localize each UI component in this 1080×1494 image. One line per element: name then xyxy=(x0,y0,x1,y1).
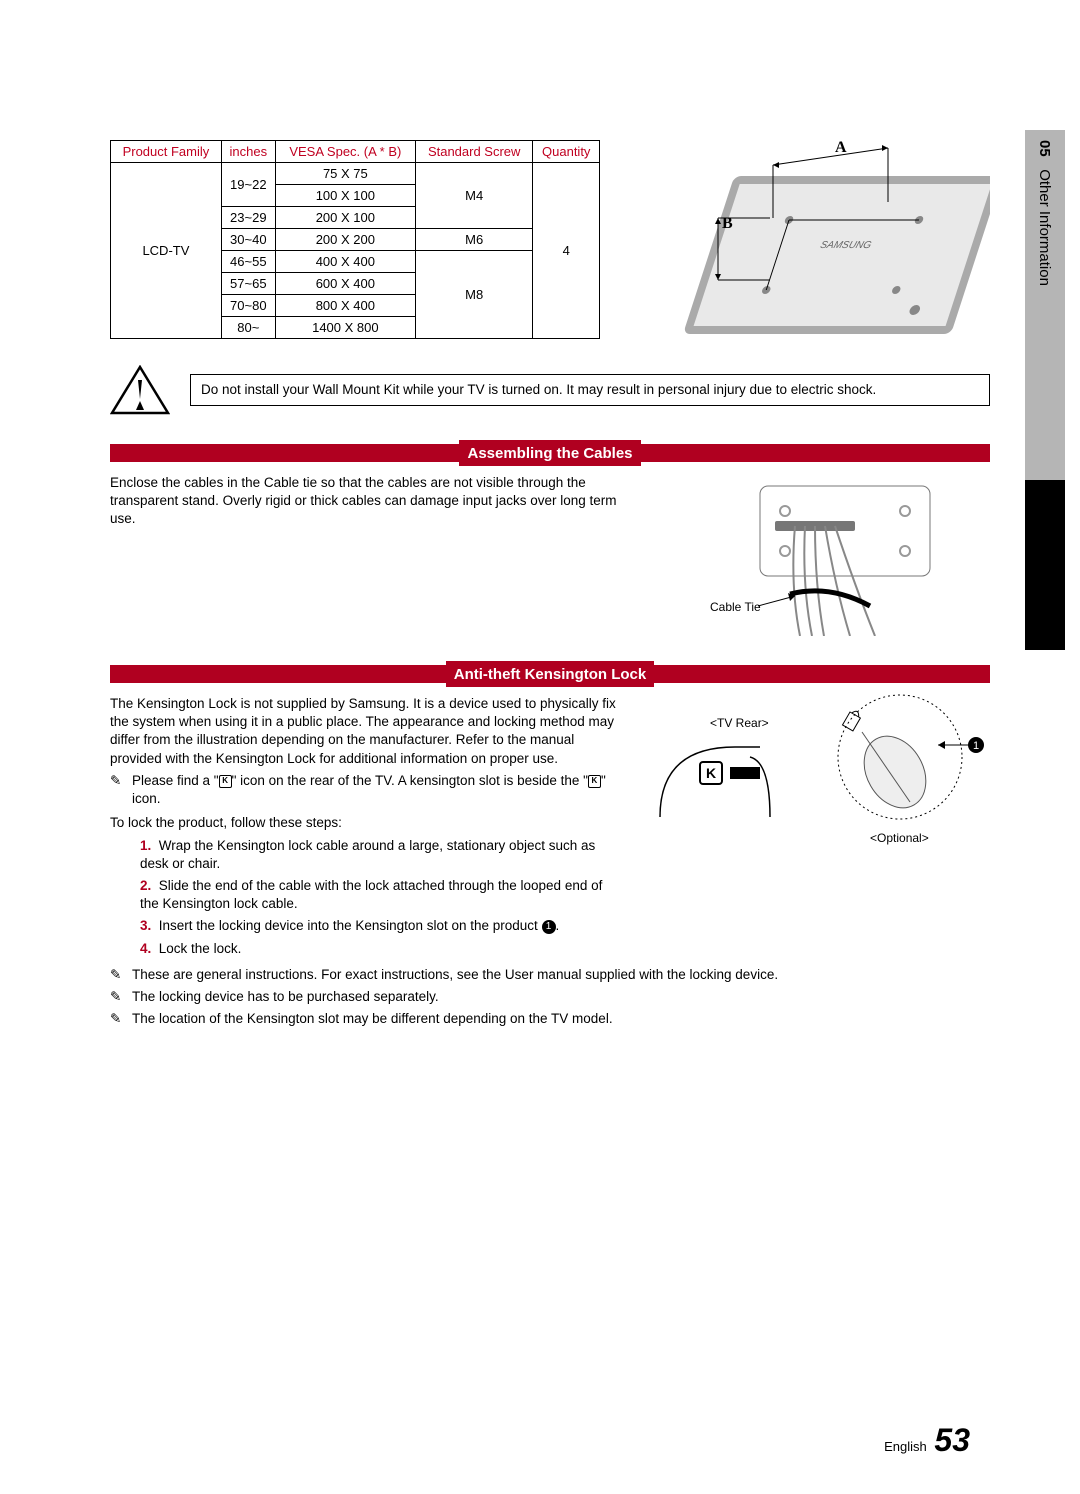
step-3: 3. Insert the locking device into the Ke… xyxy=(140,917,620,935)
tv-rear-diagram: SAMSUNG A B xyxy=(620,140,990,340)
th-inches: inches xyxy=(221,141,275,163)
bottom-note-2: ✎ The locking device has to be purchased… xyxy=(110,988,990,1006)
step-3-text: Insert the locking device into the Kensi… xyxy=(159,918,542,933)
cell-screw-m6: M6 xyxy=(415,229,533,251)
note-icon: ✎ xyxy=(110,988,132,1006)
step-3-point-icon: 1 xyxy=(542,920,556,934)
cell-inches-1: 23~29 xyxy=(221,207,275,229)
cell-inches-0: 19~22 xyxy=(221,163,275,207)
th-screw: Standard Screw xyxy=(415,141,533,163)
cable-tie-diagram: Cable Tie xyxy=(640,466,990,636)
bottom-note-1-text: These are general instructions. For exac… xyxy=(132,966,778,984)
svg-text:Cable Tie: Cable Tie xyxy=(710,600,761,614)
chapter-number: 05 xyxy=(1036,140,1053,157)
warning-text: Do not install your Wall Mount Kit while… xyxy=(190,374,990,406)
section-title-cables: Assembling the Cables xyxy=(459,440,640,466)
page-footer: English 53 xyxy=(884,1422,970,1459)
svg-text:<TV Rear>: <TV Rear> xyxy=(710,716,769,730)
cell-inches-3: 46~55 xyxy=(221,251,275,273)
chapter-side-tab-dark xyxy=(1025,480,1065,650)
chapter-title: Other Information xyxy=(1036,169,1053,286)
note-icon: ✎ xyxy=(110,966,132,984)
vesa-spec-table: Product Family inches VESA Spec. (A * B)… xyxy=(110,140,600,339)
svg-text:SAMSUNG: SAMSUNG xyxy=(819,240,873,251)
kensington-k-icon: K xyxy=(588,775,601,788)
chapter-side-label: 05 Other Information xyxy=(1036,140,1053,286)
kensington-diagram: <TV Rear> <Optional> K xyxy=(640,687,990,857)
footer-page-number: 53 xyxy=(934,1422,970,1458)
section-header-kensington: Anti-theft Kensington Lock xyxy=(110,661,990,687)
kensington-body-text: The Kensington Lock is not supplied by S… xyxy=(110,695,620,768)
note-icon: ✎ xyxy=(110,772,132,808)
section-title-kensington: Anti-theft Kensington Lock xyxy=(446,661,654,687)
bottom-note-3-text: The location of the Kensington slot may … xyxy=(132,1010,613,1028)
cell-vesa-3: 400 X 400 xyxy=(275,251,415,273)
note-icon: ✎ xyxy=(110,1010,132,1028)
footer-lang: English xyxy=(884,1439,927,1454)
kensington-steps: 1. Wrap the Kensington lock cable around… xyxy=(110,837,620,958)
note1-b: " icon on the rear of the TV. A kensingt… xyxy=(232,773,588,788)
svg-text:B: B xyxy=(722,215,733,232)
cell-inches-4: 57~65 xyxy=(221,273,275,295)
warning-icon xyxy=(110,365,170,415)
bottom-note-3: ✎ The location of the Kensington slot ma… xyxy=(110,1010,990,1028)
cell-screw-m4: M4 xyxy=(415,163,533,229)
step-1-text: Wrap the Kensington lock cable around a … xyxy=(140,838,595,871)
kensington-k-icon: K xyxy=(219,775,232,788)
note1-a: Please find a " xyxy=(132,773,219,788)
svg-text:<Optional>: <Optional> xyxy=(870,831,929,845)
svg-text:K: K xyxy=(706,765,716,781)
steps-intro: To lock the product, follow these steps: xyxy=(110,814,620,832)
bottom-note-1: ✎ These are general instructions. For ex… xyxy=(110,966,990,984)
step-4-text: Lock the lock. xyxy=(159,941,242,956)
step-2: 2. Slide the end of the cable with the l… xyxy=(140,877,620,913)
cell-inches-5: 70~80 xyxy=(221,295,275,317)
step-2-text: Slide the end of the cable with the lock… xyxy=(140,878,602,911)
cell-vesa-1: 200 X 100 xyxy=(275,207,415,229)
kensington-note-icon-location: ✎ Please find a "K" icon on the rear of … xyxy=(110,772,620,808)
cell-vesa-6: 1400 X 800 xyxy=(275,317,415,339)
cell-family: LCD-TV xyxy=(111,163,222,339)
cell-screw-m8: M8 xyxy=(415,251,533,339)
bottom-note-2-text: The locking device has to be purchased s… xyxy=(132,988,439,1006)
cell-vesa-5: 800 X 400 xyxy=(275,295,415,317)
th-family: Product Family xyxy=(111,141,222,163)
cell-vesa-0a: 75 X 75 xyxy=(275,163,415,185)
svg-text:A: A xyxy=(835,140,847,156)
cell-vesa-4: 600 X 400 xyxy=(275,273,415,295)
svg-text:1: 1 xyxy=(973,740,979,752)
cell-vesa-0b: 100 X 100 xyxy=(275,185,415,207)
step-1: 1. Wrap the Kensington lock cable around… xyxy=(140,837,620,873)
cables-body-text: Enclose the cables in the Cable tie so t… xyxy=(110,474,620,529)
th-vesa: VESA Spec. (A * B) xyxy=(275,141,415,163)
section-header-cables: Assembling the Cables xyxy=(110,440,990,466)
cell-vesa-2: 200 X 200 xyxy=(275,229,415,251)
cell-inches-6: 80~ xyxy=(221,317,275,339)
th-qty: Quantity xyxy=(533,141,600,163)
cell-qty: 4 xyxy=(533,163,600,339)
cell-inches-2: 30~40 xyxy=(221,229,275,251)
warning-row: Do not install your Wall Mount Kit while… xyxy=(110,365,990,415)
step-4: 4. Lock the lock. xyxy=(140,940,620,958)
